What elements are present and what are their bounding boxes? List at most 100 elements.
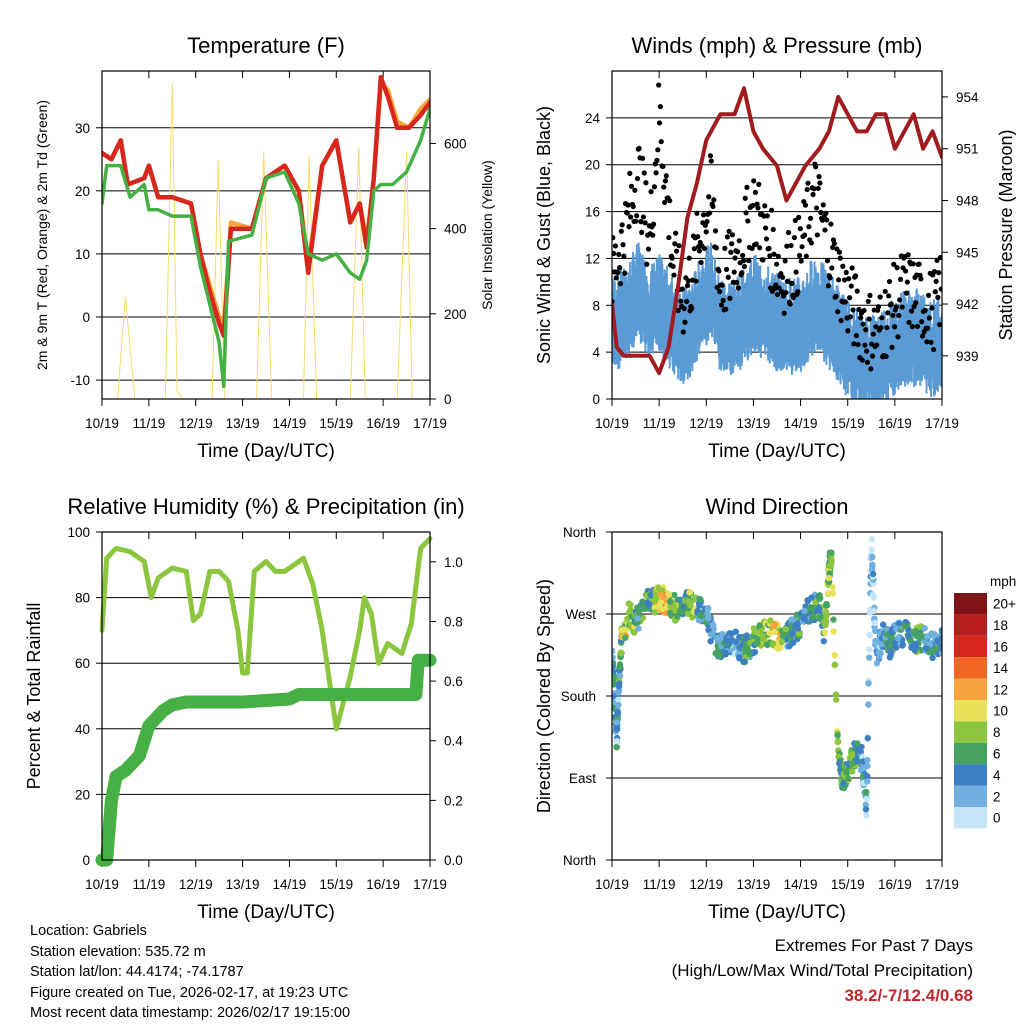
wind-direction-ytick-label: East	[569, 771, 596, 786]
winds-gust-point	[847, 314, 854, 320]
wind-direction-point	[864, 756, 871, 764]
wind-direction-point	[709, 622, 717, 629]
wind_direction-xtick-label: 15/19	[831, 877, 865, 892]
wind-direction-point	[686, 589, 694, 596]
temperature-frame	[101, 70, 431, 400]
colorbar-swatch	[954, 764, 987, 786]
winds-gust-point	[734, 249, 741, 255]
wind-direction-point	[840, 784, 848, 792]
temperature-xtick-label: 11/19	[132, 416, 165, 431]
wind-direction-point	[657, 599, 665, 606]
wind-direction-point	[830, 616, 837, 623]
winds-gust-point	[671, 272, 677, 278]
winds-ytick-label: 20	[585, 158, 600, 173]
winds-gust-point	[926, 315, 932, 321]
winds-gust-point	[938, 286, 942, 292]
winds-gust-point	[779, 274, 786, 280]
wind-direction-point	[667, 609, 674, 616]
winds-gust-point	[662, 178, 669, 184]
winds-gust-point	[842, 299, 848, 305]
wind-direction-ytick-label: South	[561, 689, 596, 704]
winds-gust-point	[827, 275, 833, 281]
winds-gust-point	[732, 255, 738, 261]
winds-gust-point	[831, 240, 837, 247]
winds-gust-point	[657, 103, 663, 110]
wind-direction-point	[912, 640, 919, 648]
winds-gust-point	[719, 282, 725, 288]
wind-direction-point	[823, 612, 830, 619]
winds-gust-point	[619, 222, 625, 228]
winds-gust-point	[858, 315, 864, 321]
winds-gust-point	[689, 305, 695, 312]
wind-direction-point	[858, 765, 866, 772]
wind-direction-frame	[611, 531, 943, 861]
winds-gust-point	[863, 327, 869, 333]
humidity-y2tick-label: 0.8	[444, 614, 463, 629]
winds-gust-point	[745, 218, 751, 224]
temperature-panel: Temperature (F) Time (Day/UTC) 10/19 11/19 1…	[34, 33, 495, 462]
winds-gust-point	[628, 183, 635, 189]
winds-gust-point	[860, 321, 866, 327]
wind-direction-point	[732, 628, 740, 635]
wind-direction-point	[645, 602, 653, 609]
winds-gust-point	[723, 306, 729, 312]
winds-gust-point	[726, 228, 732, 234]
temperature-xtick-label: 10/19	[85, 416, 119, 431]
winds-gust-point	[906, 319, 912, 326]
winds-y2tick-label: 939	[956, 349, 979, 364]
winds-gust-point	[612, 235, 616, 241]
winds-gust-point	[897, 297, 903, 303]
wind-direction-point	[849, 768, 856, 775]
winds-y2tick-label: 945	[956, 245, 979, 260]
winds-gust-point	[612, 250, 617, 257]
winds-gust-point	[864, 359, 871, 365]
winds-gust-point	[751, 178, 757, 184]
colorbar-label: 6	[993, 747, 1001, 762]
humidity-title: Relative Humidity (%) & Precipitation (i…	[67, 494, 464, 519]
winds-gust-point	[807, 215, 814, 221]
winds-gust-point	[661, 184, 667, 190]
wind-direction-point	[634, 615, 641, 622]
winds-gust-point	[833, 293, 839, 299]
winds-gust-point	[859, 357, 865, 363]
winds-gust-point	[669, 255, 675, 261]
winds-series-station-pressure	[612, 86, 942, 376]
wind-direction-point	[911, 647, 919, 654]
wind-direction-point	[865, 701, 872, 708]
winds-gust-point	[885, 310, 891, 316]
winds-gust-point	[680, 329, 686, 335]
winds-gust-point	[865, 298, 871, 305]
winds-gust-point	[868, 366, 874, 372]
wind-direction-point	[938, 637, 942, 645]
winds-ytick-label: 8	[592, 298, 600, 313]
winds-gust-point	[615, 270, 621, 276]
wind-direction-point	[832, 691, 840, 698]
extremes-title: Extremes For Past 7 Days	[774, 936, 973, 955]
winds-gust-point	[764, 213, 770, 219]
humidity-series-relative-humidity	[99, 536, 433, 732]
wind-direction-point	[770, 622, 777, 630]
winds-panel: Winds (mph) & Pressure (mb) Time (Day/UTC…	[534, 33, 1016, 462]
wind-direction-point	[616, 664, 623, 671]
winds-gust-point	[650, 232, 656, 238]
winds-gust-point	[913, 300, 919, 306]
wind-direction-point	[840, 780, 847, 787]
winds-xtick-label: 12/19	[689, 416, 723, 431]
wind-direction-point	[707, 631, 715, 638]
wind-direction-point	[824, 590, 832, 597]
temperature-series-9m-t	[102, 81, 430, 332]
humidity-y2tick-label: 0.4	[444, 734, 463, 749]
winds-gust-point	[753, 241, 759, 247]
winds-gust-point	[717, 289, 723, 295]
wind-direction-point	[834, 738, 842, 745]
temperature-y2tick-label: 600	[444, 136, 467, 151]
temperature-title: Temperature (F)	[187, 33, 345, 58]
winds-gust-point	[740, 258, 747, 264]
wind-direction-point	[685, 598, 692, 605]
location-text: Location: Gabriels	[30, 923, 147, 939]
winds-gust-point	[757, 245, 763, 251]
winds-gust-point	[729, 241, 735, 247]
winds-gust-point	[673, 230, 679, 236]
winds-gust-point	[642, 220, 648, 226]
wind-direction-point	[932, 645, 940, 652]
